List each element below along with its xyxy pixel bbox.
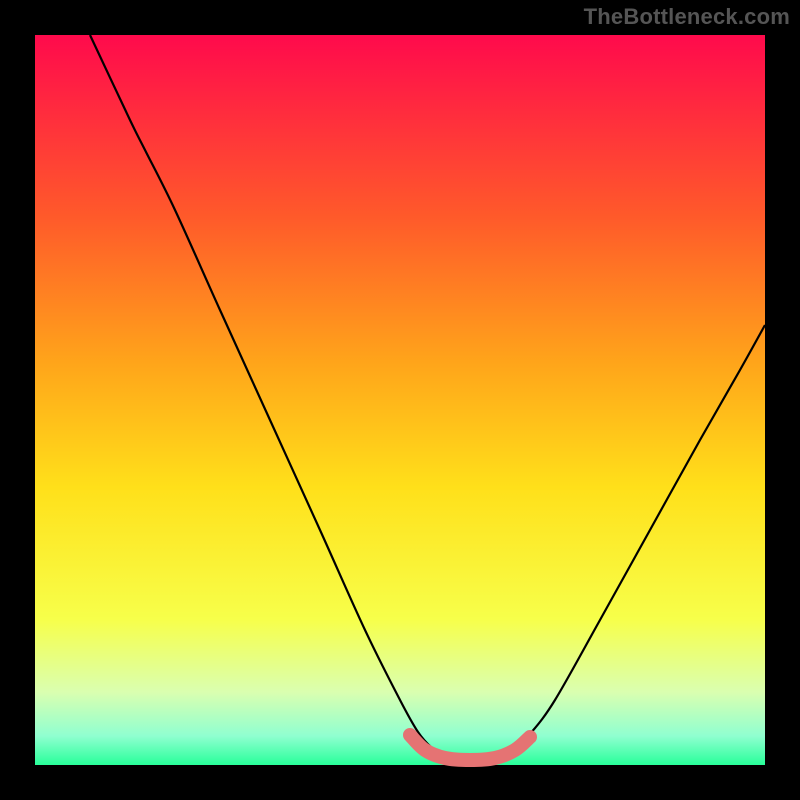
plot-area <box>35 35 765 765</box>
watermark-text: TheBottleneck.com <box>584 4 790 30</box>
chart-frame: TheBottleneck.com <box>0 0 800 800</box>
bottleneck-chart <box>0 0 800 800</box>
